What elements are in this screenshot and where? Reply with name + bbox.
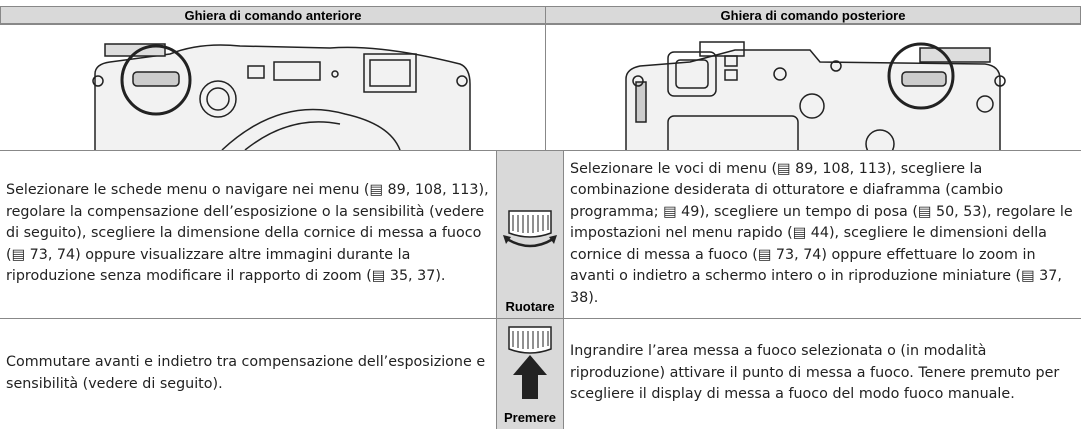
header-front: Ghiera di comando anteriore [0,6,546,24]
rear-text: Selezionare le voci di menu (▤ 89, 108, … [570,160,1073,306]
rule [0,318,1081,319]
action-label: Ruotare [505,299,555,314]
rule [496,150,497,429]
dial-press-icon [508,326,552,399]
dial-rotate-icon [503,210,557,248]
action-label: Premere [503,410,557,425]
camera-illustrations [92,41,1006,150]
rule [545,6,546,150]
front-text: Commutare avanti e indietro tra compensa… [6,354,486,392]
rule [563,150,564,429]
action-cell: Ruotare [497,151,563,318]
action-cell: Premere [497,319,563,429]
front-text: Selezionare le schede menu o navigare ne… [6,182,489,285]
rule [0,24,1081,25]
rear-text: Ingrandire l’area messa a fuoco selezion… [570,343,1060,403]
header-rear: Ghiera di comando posteriore [545,6,1081,24]
rule [0,150,1081,151]
